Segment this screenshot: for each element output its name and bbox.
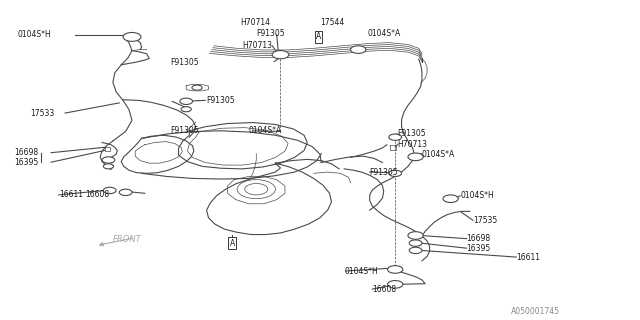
Circle shape [181,107,191,112]
Circle shape [389,170,401,177]
Text: F91305: F91305 [256,29,285,38]
Text: F91305: F91305 [170,58,199,67]
Text: 17544: 17544 [320,19,344,28]
Text: 16698: 16698 [467,234,491,243]
Text: H70713: H70713 [243,41,272,50]
Text: FRONT: FRONT [113,236,141,244]
Circle shape [408,232,423,239]
Text: H70714: H70714 [241,19,270,28]
Text: 16395: 16395 [14,158,38,167]
Text: 0104S*H: 0104S*H [17,30,51,39]
Text: F91305: F91305 [397,130,426,139]
Text: 17535: 17535 [473,216,497,225]
Text: A: A [316,32,321,41]
Circle shape [351,46,366,53]
Circle shape [388,266,403,273]
Text: A050001745: A050001745 [511,307,560,316]
Circle shape [192,85,202,90]
Text: 0104S*A: 0104S*A [422,150,455,159]
Circle shape [409,240,422,246]
Circle shape [102,157,115,163]
Circle shape [272,51,289,59]
Circle shape [180,98,193,105]
Text: 0104S*H: 0104S*H [460,191,494,200]
Text: 16698: 16698 [14,148,38,157]
Text: 16608: 16608 [86,190,109,199]
Text: A: A [229,239,235,248]
Circle shape [409,247,422,253]
Circle shape [103,164,113,169]
Circle shape [408,153,423,161]
Text: 0104S*A: 0104S*A [248,126,282,135]
Text: F91305: F91305 [170,126,199,135]
Circle shape [119,189,132,196]
Circle shape [443,195,458,203]
Circle shape [103,187,116,194]
Circle shape [123,32,141,41]
Text: 16608: 16608 [372,284,396,294]
Text: 0104S*A: 0104S*A [368,29,401,38]
Text: F91305: F91305 [207,96,235,105]
Text: 0104S*H: 0104S*H [344,267,378,276]
Circle shape [388,281,403,288]
Circle shape [389,134,401,140]
Text: 16611: 16611 [516,252,540,261]
Text: F91305: F91305 [370,168,398,177]
Text: 16611: 16611 [59,190,83,199]
Text: 16395: 16395 [467,244,491,253]
Text: 17533: 17533 [30,108,54,117]
Text: H70713: H70713 [397,140,428,148]
